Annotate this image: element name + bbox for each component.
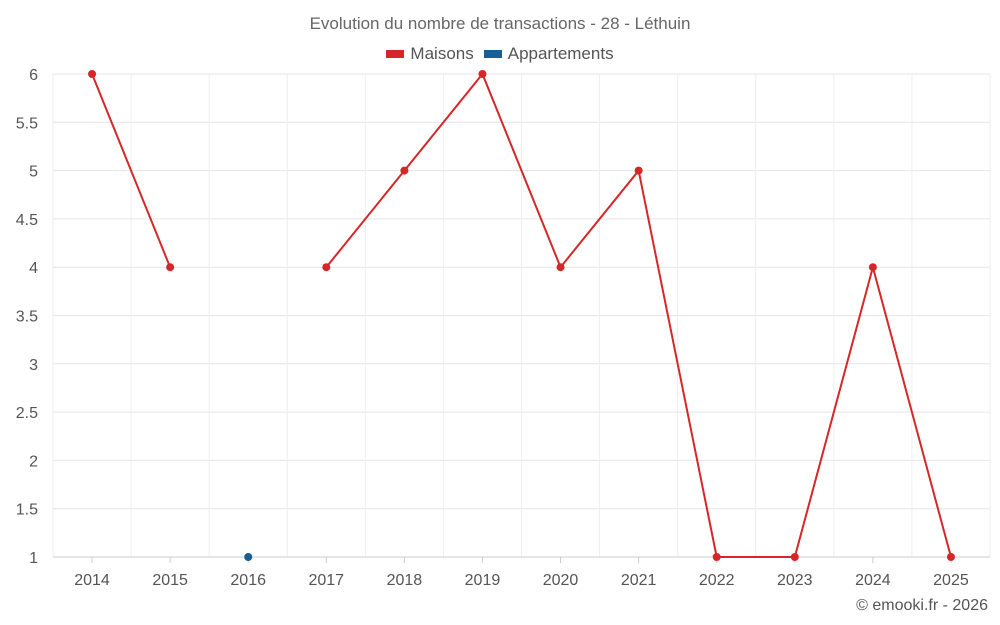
grid [52,73,991,558]
x-tick-label-2016: 2016 [230,572,266,589]
point-maisons-2015[interactable] [166,263,175,272]
point-maisons-2020[interactable] [556,263,565,272]
point-maisons-2019[interactable] [478,70,487,78]
series-line-maisons [91,73,172,268]
credit-text: © emooki.fr - 2026 [856,597,988,614]
legend-label-maisons: Maisons [410,44,474,63]
y-tick-label: 2.5 [16,405,38,422]
x-tick-label-2024: 2024 [855,572,891,589]
x-tick-label-2019: 2019 [465,572,501,589]
point-maisons-2014[interactable] [88,70,97,78]
x-tick-label-2022: 2022 [699,572,735,589]
y-tick-label: 3 [29,357,38,374]
y-tick-label: 1 [29,550,38,567]
point-maisons-2025[interactable] [946,553,955,561]
point-maisons-2021[interactable] [634,166,643,175]
y-tick-label: 4 [29,260,38,277]
legend-item-appartements[interactable]: Appartements [483,44,614,64]
y-tick-label: 6 [29,67,38,84]
legend-swatch-appartements [483,50,502,58]
legend: Maisons Appartements [0,44,1000,64]
legend-swatch-maisons [386,50,405,58]
point-maisons-2023[interactable] [790,553,799,561]
x-tick-label-2018: 2018 [387,572,423,589]
axes: 1 1.5 2 2.5 3 3.5 4 4.5 5 5.5 6 2014 2015 2016 2017 201… [16,67,990,589]
y-tick-label: 5.5 [16,115,38,132]
x-tick-label-2025: 2025 [933,572,969,589]
x-tick-label-2021: 2021 [621,572,657,589]
x-tick-label-2014: 2014 [74,572,110,589]
x-tick-label-2017: 2017 [308,572,344,589]
legend-item-maisons[interactable]: Maisons [386,44,474,64]
point-maisons-2022[interactable] [712,553,721,561]
series-layer [88,70,955,561]
point-maisons-2018[interactable] [400,166,409,175]
point-appartements-2016[interactable] [244,553,253,561]
point-maisons-2024[interactable] [868,263,877,272]
y-tick-label: 3.5 [16,309,38,326]
point-maisons-2017[interactable] [322,263,331,272]
chart-title: Evolution du nombre de transactions - 28… [309,14,691,33]
y-tick-label: 1.5 [16,502,38,519]
y-tick-label: 4.5 [16,212,38,229]
y-tick-label: 5 [29,164,38,181]
legend-label-appartements: Appartements [507,44,614,63]
y-tick-label: 2 [29,453,38,470]
x-tick-label-2020: 2020 [543,572,579,589]
x-tick-label-2015: 2015 [152,572,188,589]
x-tick-label-2023: 2023 [777,572,813,589]
